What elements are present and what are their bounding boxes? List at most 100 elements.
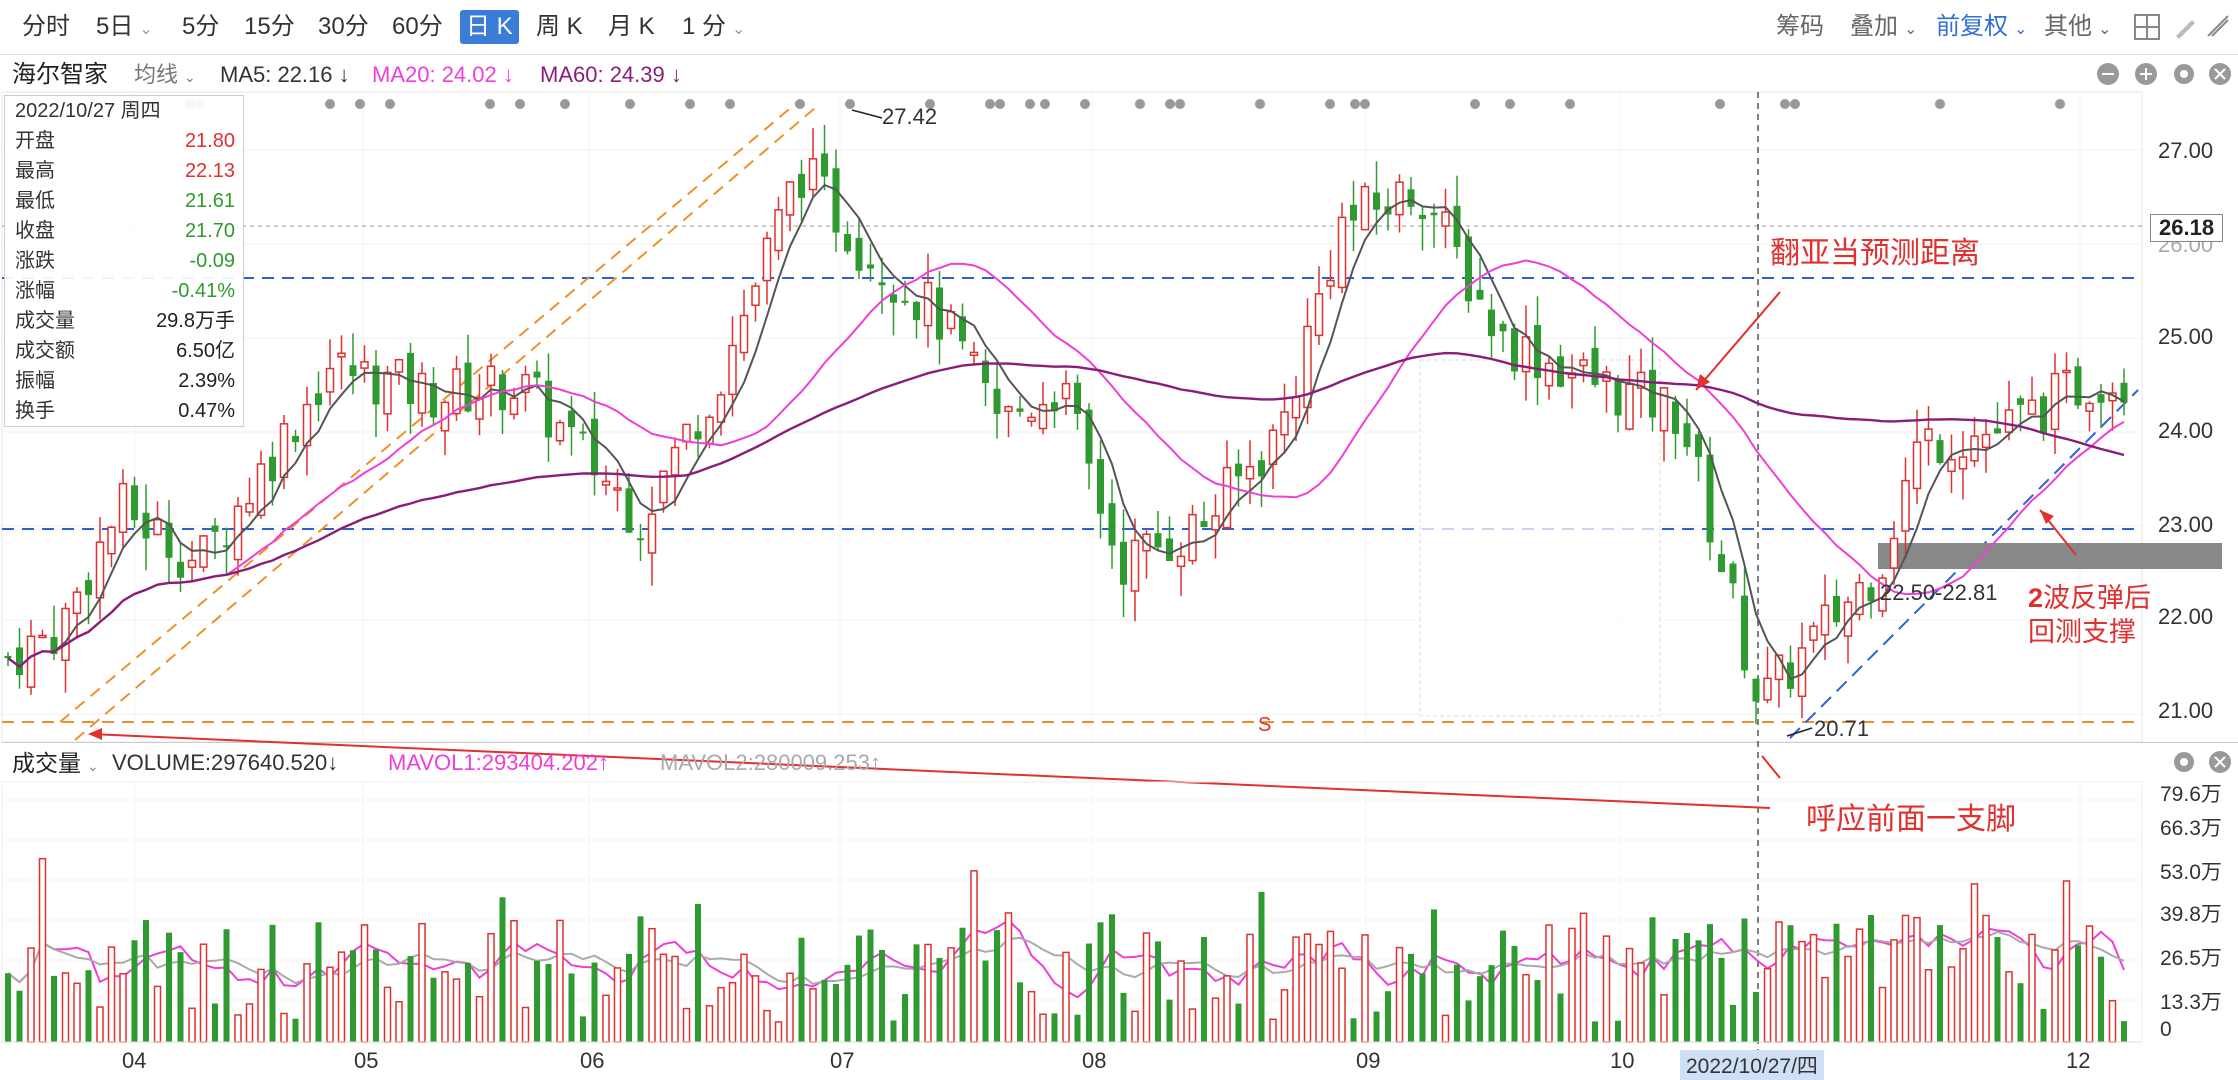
- ruler-icon[interactable]: [2204, 12, 2234, 42]
- volume-bar: [1947, 966, 1956, 1043]
- volume-bar: [1522, 973, 1530, 1043]
- more-button[interactable]: 其他 ⌄: [2044, 13, 2112, 40]
- candle-body: [1350, 204, 1357, 221]
- candle-body: [177, 561, 184, 578]
- volume-bar: [879, 950, 885, 1042]
- grid-layout-icon[interactable]: [2132, 12, 2162, 42]
- volume-bar: [395, 1001, 403, 1043]
- candle-body: [349, 365, 357, 377]
- tab-daily-k[interactable]: 日 K: [460, 10, 519, 44]
- volume-bar: [1833, 923, 1840, 1042]
- candle-body: [2040, 396, 2047, 434]
- volume-bar: [315, 922, 322, 1042]
- volume-bar: [1753, 991, 1759, 1042]
- candle-body: [1809, 625, 1818, 641]
- tab-5min[interactable]: 5分: [182, 13, 220, 40]
- info-row-change: 涨跌 -0.09: [15, 250, 235, 272]
- candle-body: [85, 580, 92, 596]
- tab-60min[interactable]: 60分: [392, 13, 443, 40]
- candle-body: [1994, 428, 2001, 434]
- low-label: 20.71: [1814, 716, 1870, 741]
- volume-bar: [1431, 909, 1437, 1042]
- tab-30min[interactable]: 30分: [318, 13, 369, 40]
- candle-body: [739, 314, 749, 354]
- event-dot: [1175, 99, 1185, 109]
- avg-line-selector[interactable]: 均线 ⌄: [134, 62, 196, 87]
- candle-body: [901, 300, 909, 303]
- candle-body: [1074, 382, 1081, 414]
- candle-body: [751, 285, 760, 306]
- candle-body: [959, 316, 966, 342]
- candle-body: [855, 237, 863, 271]
- candle-body: [946, 311, 956, 330]
- event-dot: [725, 99, 735, 109]
- volume-bar: [1970, 883, 1979, 1043]
- candle-body: [1867, 587, 1875, 602]
- tab-15min[interactable]: 15分: [244, 13, 295, 40]
- close-icon[interactable]: [2208, 750, 2232, 774]
- tab-1min[interactable]: 1 分 ⌄: [682, 13, 746, 40]
- info-row-amount: 成交额 6.50亿: [15, 340, 235, 362]
- volume-bar: [2017, 983, 2024, 1042]
- tab-weekly-k[interactable]: 周 K: [536, 13, 583, 40]
- volume-bar: [1763, 967, 1772, 1043]
- event-dot: [1935, 99, 1945, 109]
- info-row-turnover: 换手 0.47%: [15, 400, 235, 422]
- candle-body: [659, 470, 668, 504]
- candle-body: [1511, 328, 1518, 372]
- volume-bar: [1269, 1018, 1277, 1043]
- volume-bar: [833, 984, 839, 1042]
- info-row-change-pct: 涨幅 -0.41%: [15, 280, 235, 302]
- price-tick: 27.00: [2158, 138, 2214, 163]
- volume-bar: [1695, 940, 1702, 1042]
- volume-bar: [119, 972, 127, 1043]
- candle-body: [1360, 185, 1370, 231]
- volume-bar: [441, 971, 449, 1043]
- candle-body: [383, 371, 392, 415]
- tab-monthly-k[interactable]: 月 K: [608, 13, 655, 40]
- tab-5day[interactable]: 5日 ⌄: [96, 13, 153, 40]
- volume-bar: [1649, 917, 1656, 1042]
- candle-body: [808, 158, 818, 191]
- candle-body: [2085, 402, 2094, 412]
- candle-body: [1833, 595, 1840, 623]
- chips-button[interactable]: 筹码: [1776, 13, 1824, 40]
- gear-icon[interactable]: [2172, 750, 2196, 774]
- volume-bar: [16, 990, 23, 1042]
- volume-bar: [1027, 990, 1036, 1043]
- volume-bar: [212, 1003, 218, 1042]
- add-icon[interactable]: [2134, 62, 2158, 86]
- volume-bar: [487, 932, 495, 1043]
- close-icon[interactable]: [2208, 62, 2232, 86]
- candle-body: [555, 421, 565, 442]
- wave-sub-annotation: 回测支撑: [2028, 617, 2136, 647]
- chevron-down-icon: ⌄: [2098, 21, 2112, 38]
- tab-intraday[interactable]: 分时: [22, 13, 70, 40]
- candle-body: [1947, 459, 1956, 473]
- gear-icon[interactable]: [2172, 62, 2196, 86]
- volume-label[interactable]: 成交量 ⌄: [12, 750, 99, 776]
- volume-tick: 0: [2160, 1018, 2172, 1041]
- volume-bar: [1454, 964, 1460, 1042]
- candle-body: [1407, 189, 1415, 207]
- volume-bar: [1545, 924, 1553, 1043]
- candle-body: [1774, 654, 1784, 681]
- chevron-down-icon: ⌄: [732, 21, 746, 38]
- fib-arrow: [1695, 291, 1781, 391]
- overlay-button[interactable]: 叠加 ⌄: [1850, 13, 1918, 40]
- adjust-forward-button[interactable]: 前复权 ⌄: [1936, 13, 2028, 40]
- volume-bar: [1913, 916, 1921, 1043]
- minimize-icon[interactable]: [2096, 62, 2120, 86]
- candle-body: [867, 264, 874, 269]
- candle-body: [1441, 211, 1450, 227]
- candle-body: [844, 234, 851, 252]
- event-dot: [685, 99, 695, 109]
- volume-bar: [373, 949, 379, 1042]
- pencil-icon[interactable]: [2170, 12, 2200, 42]
- volume-bar: [1924, 969, 1933, 1043]
- volume-bar: [1235, 1003, 1242, 1042]
- candle-body: [16, 647, 23, 676]
- volume-bar: [245, 1003, 254, 1043]
- candle-body: [1120, 541, 1127, 585]
